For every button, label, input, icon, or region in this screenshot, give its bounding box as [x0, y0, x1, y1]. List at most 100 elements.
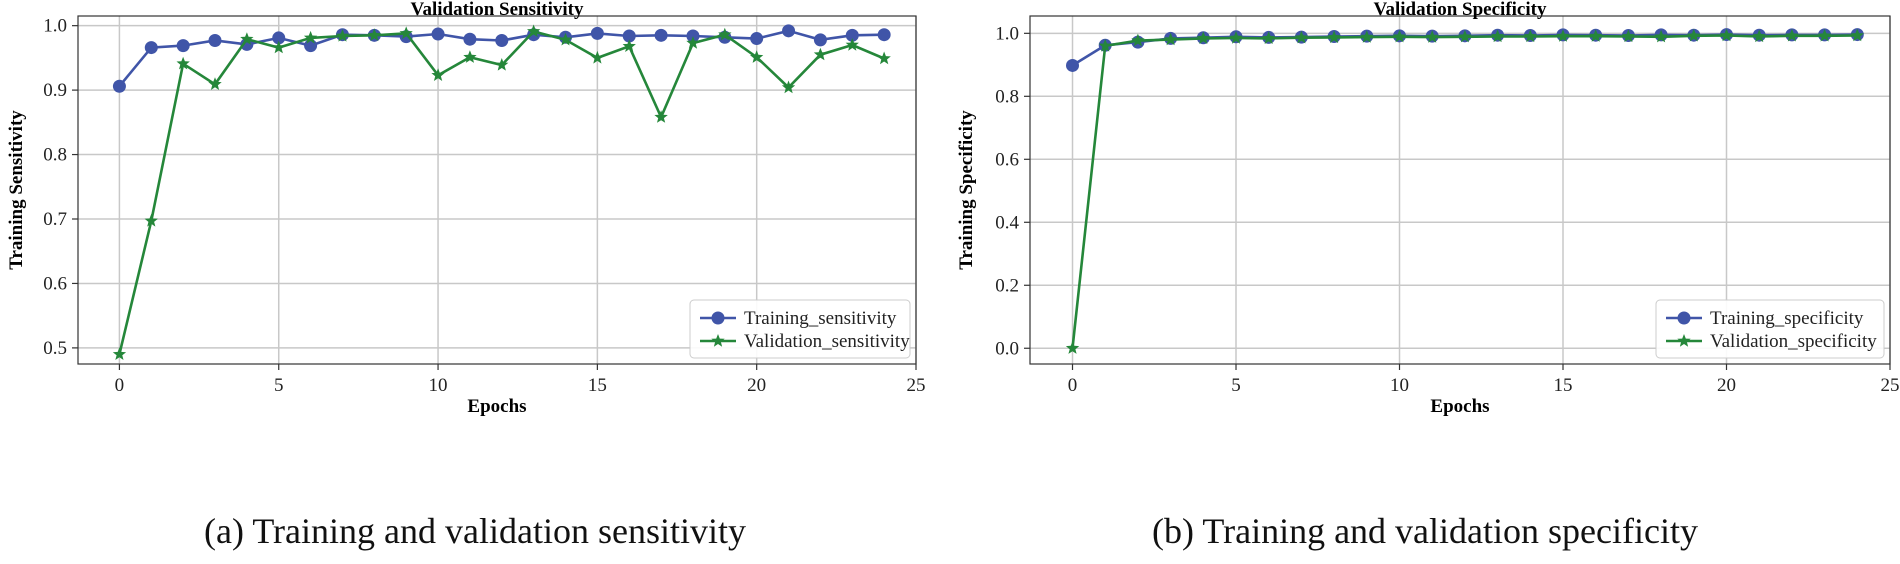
- spec-y-tick-label: 0.0: [995, 338, 1019, 359]
- specificity-chart: 0 5 10 15 20 25 0.0 0.2 0.4 0.6 0.8 1.0 Validation S…: [956, 0, 1900, 417]
- sens-point-training_sensitivity: [272, 31, 286, 45]
- caption-b: (b) Training and validation specificity: [1152, 511, 1698, 551]
- sens-point-training_sensitivity: [590, 26, 604, 40]
- sens-x-tick-label: 10: [429, 375, 448, 396]
- specificity-chart-panel: 0 5 10 15 20 25 0.0 0.2 0.4 0.6 0.8 1.0 Validation S…: [950, 0, 1900, 564]
- sens-point-training_sensitivity: [495, 33, 509, 47]
- spec-point-validation_specificity: [1490, 29, 1505, 43]
- sens-x-tick-label: 20: [747, 375, 766, 396]
- sens-y-tick-label: 0.8: [43, 145, 67, 166]
- sens-point-validation_sensitivity: [176, 56, 190, 70]
- sens-point-validation_sensitivity: [112, 347, 127, 360]
- sens-point-training_sensitivity: [304, 39, 318, 53]
- spec-plot-frame: [1029, 15, 1891, 365]
- spec-point-validation_specificity: [1654, 29, 1668, 43]
- spec-point-validation_specificity: [1196, 31, 1210, 44]
- sens-point-validation_sensitivity: [303, 30, 318, 44]
- spec-y-tick-label: 0.8: [995, 86, 1019, 107]
- sens-legend-box: [689, 299, 911, 359]
- spec-point-validation_specificity: [1817, 28, 1832, 42]
- sens-point-validation_sensitivity: [750, 50, 764, 63]
- spec-point-validation_specificity: [1850, 28, 1864, 42]
- sens-y-axis-label: Training Sensitivity: [6, 110, 27, 270]
- sens-x-tick-label: 15: [588, 375, 607, 396]
- spec-legend-marker: [1677, 334, 1691, 347]
- spec-x-tick-label: 15: [1554, 375, 1573, 396]
- spec-point-validation_specificity: [1752, 29, 1766, 43]
- sens-point-validation_sensitivity: [399, 26, 413, 40]
- sens-chart-title: Validation Sensitivity: [411, 0, 584, 20]
- sensitivity-chart: 0 5 10 15 20 25 0.5 0.6 0.7 0.8 0.9 1.0 Validation S…: [6, 0, 926, 417]
- sens-point-training_sensitivity: [877, 28, 891, 42]
- spec-y-tick-label: 0.6: [995, 149, 1019, 170]
- spec-point-validation_specificity: [1164, 32, 1178, 46]
- spec-point-validation_specificity: [1392, 29, 1407, 43]
- spec-x-tick-label: 5: [1231, 375, 1241, 396]
- spec-legend-marker: [1677, 311, 1691, 325]
- sens-x-tick-label: 25: [907, 375, 926, 396]
- sens-point-validation_sensitivity: [240, 32, 254, 45]
- spec-point-validation_specificity: [1098, 38, 1112, 52]
- sens-point-validation_sensitivity: [463, 50, 477, 63]
- sens-legend-label: Validation_sensitivity: [744, 331, 910, 352]
- spec-legend-label: Training_specificity: [1710, 308, 1864, 329]
- sens-point-training_sensitivity: [622, 29, 636, 43]
- sens-point-validation_sensitivity: [590, 50, 604, 64]
- sens-point-validation_sensitivity: [558, 32, 573, 46]
- sens-point-training_sensitivity: [431, 27, 445, 41]
- sens-point-validation_sensitivity: [877, 51, 891, 65]
- sensitivity-chart-panel: 0 5 10 15 20 25 0.5 0.6 0.7 0.8 0.9 1.0 Validation S…: [6, 0, 926, 551]
- spec-point-validation_specificity: [1719, 28, 1734, 42]
- spec-x-tick-label: 20: [1717, 375, 1736, 396]
- sens-x-tick-label: 5: [274, 375, 284, 396]
- spec-point-validation_specificity: [1687, 28, 1701, 42]
- spec-point-validation_specificity: [1458, 29, 1472, 43]
- spec-x-axis-label: Epochs: [1430, 396, 1489, 417]
- sens-point-training_sensitivity: [654, 28, 668, 42]
- sens-legend-label: Training_sensitivity: [744, 308, 897, 329]
- sens-point-validation_sensitivity: [495, 58, 509, 71]
- spec-point-validation_specificity: [1065, 341, 1080, 354]
- sens-point-training_sensitivity: [813, 33, 827, 47]
- spec-point-validation_specificity: [1229, 31, 1243, 44]
- spec-y-axis-label: Training Specificity: [956, 110, 977, 270]
- spec-point-training_specificity: [1066, 58, 1080, 72]
- spec-point-validation_specificity: [1327, 30, 1341, 44]
- spec-y-tick-label: 0.4: [995, 212, 1019, 233]
- sens-point-training_sensitivity: [686, 29, 700, 43]
- sens-point-validation_sensitivity: [208, 77, 222, 90]
- sens-x-tick-label: 0: [115, 375, 125, 396]
- spec-y-tick-label: 1.0: [995, 23, 1019, 44]
- sens-point-validation_sensitivity: [272, 40, 286, 54]
- spec-point-validation_specificity: [1262, 31, 1276, 44]
- sens-point-validation_sensitivity: [622, 39, 636, 52]
- sens-y-tick-label: 0.5: [43, 338, 67, 359]
- sens-x-axis-label: Epochs: [467, 396, 526, 417]
- spec-y-tick-label: 0.2: [995, 275, 1019, 296]
- spec-point-validation_specificity: [1523, 29, 1537, 43]
- spec-point-validation_specificity: [1294, 30, 1309, 44]
- sens-point-validation_sensitivity: [654, 110, 668, 123]
- spec-x-tick-label: 25: [1881, 375, 1900, 396]
- sens-y-tick-label: 0.9: [43, 80, 67, 101]
- sens-point-validation_sensitivity: [527, 24, 541, 38]
- sens-legend-marker: [711, 311, 725, 325]
- spec-point-validation_specificity: [1589, 29, 1603, 42]
- spec-x-tick-label: 10: [1390, 375, 1409, 396]
- spec-legend-box: [1655, 299, 1885, 359]
- sens-plot-frame: [77, 15, 917, 365]
- spec-x-tick-label: 0: [1068, 375, 1078, 396]
- sens-point-validation_sensitivity: [686, 36, 700, 49]
- sens-point-training_sensitivity: [782, 24, 796, 38]
- sens-point-validation_sensitivity: [367, 28, 381, 41]
- sens-point-training_sensitivity: [463, 32, 477, 46]
- sens-y-tick-label: 0.6: [43, 273, 67, 294]
- spec-point-validation_specificity: [1556, 29, 1570, 42]
- sens-point-training_sensitivity: [750, 32, 764, 46]
- sens-point-training_sensitivity: [144, 41, 158, 55]
- sens-point-training_sensitivity: [208, 33, 222, 47]
- sens-point-validation_sensitivity: [845, 38, 859, 51]
- spec-point-validation_specificity: [1425, 30, 1439, 43]
- sens-point-validation_sensitivity: [718, 27, 732, 41]
- spec-chart-title: Validation Specificity: [1374, 0, 1547, 20]
